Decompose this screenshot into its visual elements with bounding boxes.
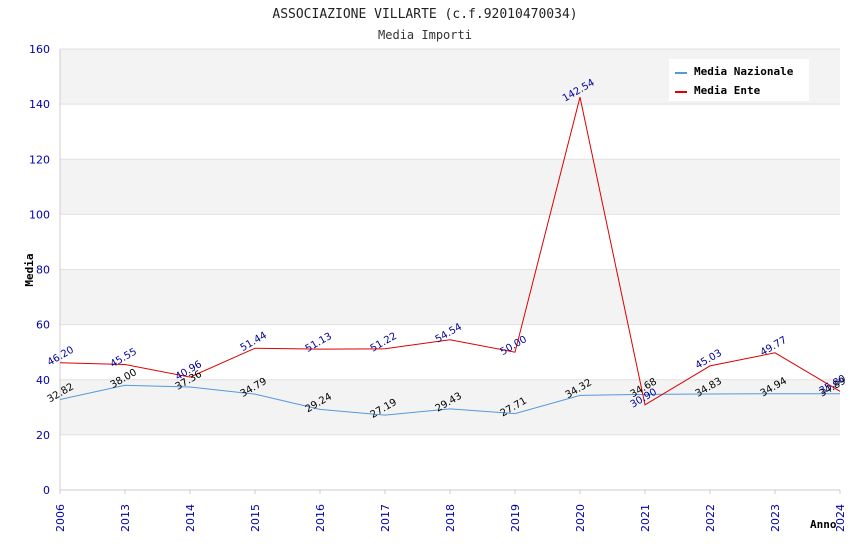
x-tick-label: 2017 <box>379 504 392 532</box>
x-tick-label: 2021 <box>639 504 652 532</box>
y-tick-label: 160 <box>29 43 50 56</box>
x-tick-label: 2018 <box>444 504 457 532</box>
y-axis-label: Media <box>23 253 36 286</box>
band-100-120 <box>60 159 840 215</box>
y-tick-label: 60 <box>36 319 50 332</box>
x-axis-label: Anno <box>810 518 837 531</box>
data-label: 50.00 <box>499 334 529 358</box>
y-tick-label: 100 <box>29 208 50 221</box>
data-label: 49.77 <box>759 335 789 359</box>
y-tick-label: 40 <box>36 374 50 387</box>
x-tick-label: 2023 <box>769 504 782 532</box>
data-label: 46.20 <box>46 345 76 369</box>
legend-box <box>669 59 809 101</box>
x-tick-label: 2014 <box>184 504 197 532</box>
chart-subtitle: Media Importi <box>378 28 472 42</box>
data-label: 51.44 <box>239 330 269 354</box>
y-tick-label: 120 <box>29 153 50 166</box>
x-tick-labels: 2006 2013 2014 2015 2016 2017 2018 2019 2020 2021… <box>54 490 847 532</box>
y-tick-labels: 0 20 40 60 80 100 120 140 160 <box>29 43 50 497</box>
x-tick-label: 2013 <box>119 504 132 532</box>
band-60-80 <box>60 269 840 325</box>
y-tick-label: 140 <box>29 98 50 111</box>
series-lines <box>59 96 841 416</box>
legend-label-media-ente: Media Ente <box>694 84 761 97</box>
x-tick-label: 2024 <box>834 504 847 532</box>
legend-label-media-nazionale: Media Nazionale <box>694 65 794 78</box>
chart-title: ASSOCIAZIONE VILLARTE (c.f.92010470034) <box>272 7 577 22</box>
y-tick-label: 20 <box>36 429 50 442</box>
data-label: 45.03 <box>694 348 724 372</box>
data-label: 51.13 <box>304 331 334 355</box>
x-tick-label: 2015 <box>249 504 262 532</box>
series-line-media-nazionale <box>59 384 841 416</box>
legend: Media Nazionale Media Ente <box>669 59 809 101</box>
x-tick-label: 2016 <box>314 504 327 532</box>
x-tick-label: 2020 <box>574 504 587 532</box>
y-tick-label: 80 <box>36 264 50 277</box>
x-tick-label: 2019 <box>509 504 522 532</box>
plot-background-bands <box>60 49 840 435</box>
band-20-40 <box>60 379 840 435</box>
x-tick-label: 2022 <box>704 504 717 532</box>
y-tick-label: 0 <box>43 484 50 497</box>
series-line-media-ente <box>59 96 841 406</box>
data-label: 51.22 <box>369 331 399 355</box>
x-tick-label: 2006 <box>54 504 67 532</box>
